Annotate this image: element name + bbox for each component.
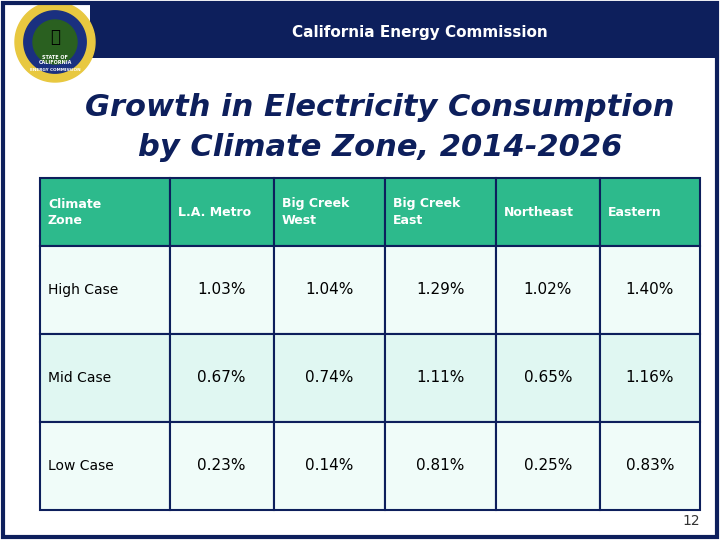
Bar xyxy=(496,178,600,246)
Text: 1.40%: 1.40% xyxy=(626,282,674,298)
Text: 🐻: 🐻 xyxy=(50,28,60,46)
Bar xyxy=(496,246,600,334)
Text: 0.83%: 0.83% xyxy=(626,458,674,474)
Bar xyxy=(40,178,170,246)
Text: 0.23%: 0.23% xyxy=(197,458,246,474)
Text: 1.16%: 1.16% xyxy=(626,370,674,386)
Text: Northeast: Northeast xyxy=(504,206,574,219)
Text: 0.14%: 0.14% xyxy=(305,458,354,474)
Bar xyxy=(40,334,170,422)
Text: 1.02%: 1.02% xyxy=(523,282,572,298)
Text: 1.11%: 1.11% xyxy=(416,370,464,386)
Text: STATE OF
CALIFORNIA: STATE OF CALIFORNIA xyxy=(38,55,72,65)
Text: 1.04%: 1.04% xyxy=(305,282,354,298)
Bar xyxy=(384,246,496,334)
Text: ENERGY COMMISSION: ENERGY COMMISSION xyxy=(30,68,81,72)
Bar xyxy=(274,246,384,334)
Text: High Case: High Case xyxy=(48,283,118,297)
Bar xyxy=(600,246,700,334)
Text: Big Creek
West: Big Creek West xyxy=(282,198,349,226)
Text: Eastern: Eastern xyxy=(608,206,662,219)
Bar xyxy=(384,422,496,510)
Bar xyxy=(274,334,384,422)
Text: 0.81%: 0.81% xyxy=(416,458,464,474)
Polygon shape xyxy=(33,20,77,64)
Bar xyxy=(4,58,716,536)
Text: California Energy Commission: California Energy Commission xyxy=(292,25,548,40)
Polygon shape xyxy=(15,2,95,82)
Bar xyxy=(274,178,384,246)
Bar xyxy=(170,178,274,246)
Bar xyxy=(40,246,170,334)
Bar xyxy=(170,246,274,334)
Bar xyxy=(384,334,496,422)
Text: Low Case: Low Case xyxy=(48,459,114,473)
Bar xyxy=(496,422,600,510)
Bar xyxy=(600,422,700,510)
Bar xyxy=(40,422,170,510)
Bar xyxy=(170,422,274,510)
Bar xyxy=(600,334,700,422)
Text: 0.67%: 0.67% xyxy=(197,370,246,386)
Text: 0.65%: 0.65% xyxy=(523,370,572,386)
Bar xyxy=(274,422,384,510)
Text: by Climate Zone, 2014-2026: by Climate Zone, 2014-2026 xyxy=(138,133,622,163)
Bar xyxy=(496,334,600,422)
Text: Mid Case: Mid Case xyxy=(48,371,111,385)
Text: Growth in Electricity Consumption: Growth in Electricity Consumption xyxy=(85,93,675,123)
Bar xyxy=(170,334,274,422)
Text: 0.74%: 0.74% xyxy=(305,370,354,386)
Bar xyxy=(90,4,716,58)
Polygon shape xyxy=(24,11,86,73)
Text: 1.03%: 1.03% xyxy=(197,282,246,298)
Text: 12: 12 xyxy=(683,514,700,528)
Bar xyxy=(384,178,496,246)
Text: Climate
Zone: Climate Zone xyxy=(48,198,102,226)
Text: L.A. Metro: L.A. Metro xyxy=(178,206,251,219)
Text: Big Creek
East: Big Creek East xyxy=(393,198,460,226)
Text: 1.29%: 1.29% xyxy=(416,282,464,298)
Text: 0.25%: 0.25% xyxy=(523,458,572,474)
Bar xyxy=(600,178,700,246)
